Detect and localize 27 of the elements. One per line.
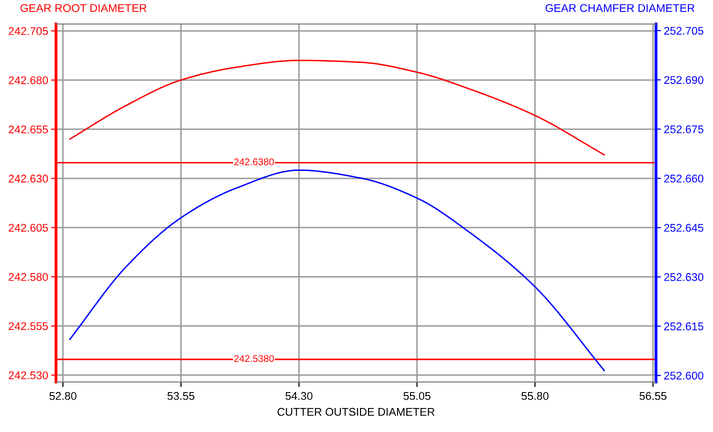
y-axis-title: GEAR ROOT DIAMETER xyxy=(20,4,146,12)
y-tick-label: 242.580 xyxy=(8,273,48,281)
y-tick-label: 242.605 xyxy=(8,224,48,232)
y-tick-label: 242.705 xyxy=(8,27,48,36)
y2-tick-label: 252.615 xyxy=(664,322,704,330)
y-tick-label: 242.530 xyxy=(8,371,48,380)
y-tick-label: 242.555 xyxy=(8,322,48,330)
y2-tick-label: 252.660 xyxy=(664,174,704,182)
ref-line-label: 242.6380 xyxy=(234,158,274,166)
y2-tick-label: 252.690 xyxy=(664,76,704,84)
x-tick-label: 54.30 xyxy=(286,392,312,400)
ref-line-label: 242.5380 xyxy=(234,355,274,362)
x-tick-label: 56.55 xyxy=(640,392,666,400)
y-tick-label: 242.680 xyxy=(8,76,48,84)
y2-tick-label: 252.705 xyxy=(664,26,704,35)
x-tick-label: 52.80 xyxy=(49,392,76,400)
x-axis-title: CUTTER OUTSIDE DIAMETER xyxy=(278,408,434,416)
y2-tick-label: 252.675 xyxy=(664,125,704,134)
y2-tick-label: 252.645 xyxy=(664,224,704,232)
y2-tick-label: 252.600 xyxy=(664,372,704,380)
y2-axis-title: GEAR CHAMFER DIAMETER xyxy=(546,4,694,12)
y2-tick-label: 252.630 xyxy=(664,273,704,282)
x-tick-label: 55.05 xyxy=(404,392,430,400)
x-tick-label: 55.80 xyxy=(522,392,548,400)
y-tick-label: 242.630 xyxy=(8,174,48,183)
y-tick-label: 242.655 xyxy=(8,126,48,134)
x-tick-label: 53.55 xyxy=(167,392,194,400)
